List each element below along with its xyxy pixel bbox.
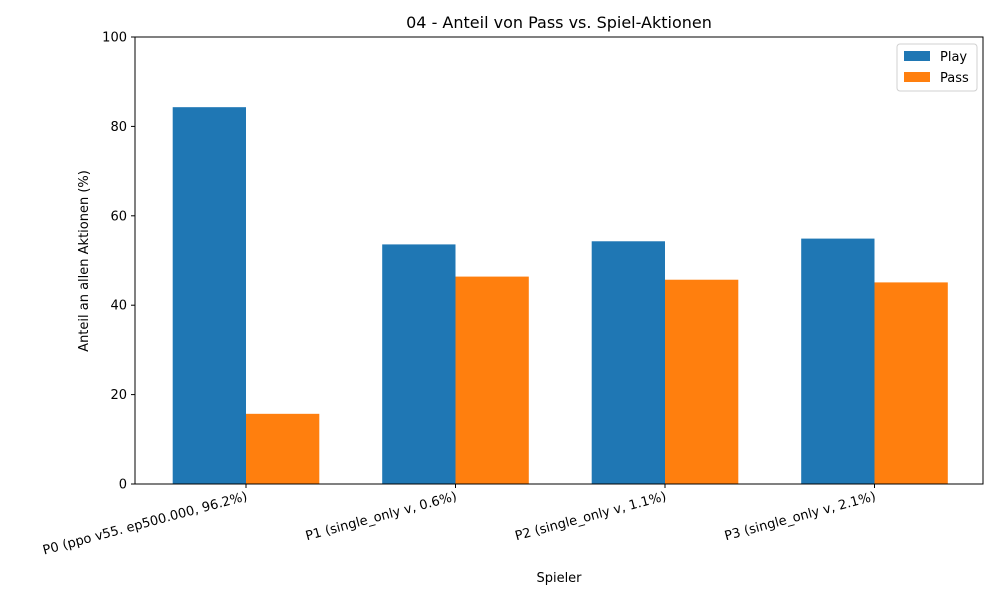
legend-swatch-pass: [904, 72, 930, 82]
x-axis-label: Spieler: [536, 571, 582, 586]
bar-play-1: [382, 244, 456, 484]
plot-area: 0 20 40 60 80 100 P0 (ppo v55. ep500.000, 96.2…: [41, 31, 984, 558]
legend-swatch-play: [904, 51, 930, 61]
legend: Play Pass: [896, 43, 978, 92]
bar-pass-0: [246, 413, 320, 484]
bar-pass-1: [455, 276, 529, 484]
y-tick-label-0: 0: [119, 478, 127, 493]
y-tick-label-1: 20: [110, 388, 127, 403]
bar-play-3: [801, 238, 875, 484]
y-tick-label-2: 40: [110, 299, 127, 314]
bar-pass-2: [665, 279, 739, 484]
axes-frame: [134, 36, 984, 485]
bar-pass-3: [874, 282, 948, 484]
y-tick-label-4: 80: [110, 120, 127, 135]
y-tick-label-3: 60: [110, 209, 127, 224]
chart-title: 04 - Anteil von Pass vs. Spiel-Aktionen: [406, 13, 712, 32]
x-tick-label-2: P2 (single_only v, 1.1%): [513, 489, 668, 544]
legend-label-play: Play: [940, 50, 967, 65]
legend-label-pass: Pass: [940, 71, 969, 86]
x-tick-label-0: P0 (ppo v55. ep500.000, 96.2%): [41, 489, 249, 558]
bar-play-2: [591, 241, 665, 484]
x-tick-label-1: P1 (single_only v, 0.6%): [304, 489, 459, 544]
y-axis-label: Anteil an allen Aktionen (%): [77, 170, 92, 352]
bar-play-0: [172, 107, 246, 484]
y-tick-label-5: 100: [102, 31, 127, 46]
x-tick-label-3: P3 (single_only v, 2.1%): [723, 489, 878, 544]
